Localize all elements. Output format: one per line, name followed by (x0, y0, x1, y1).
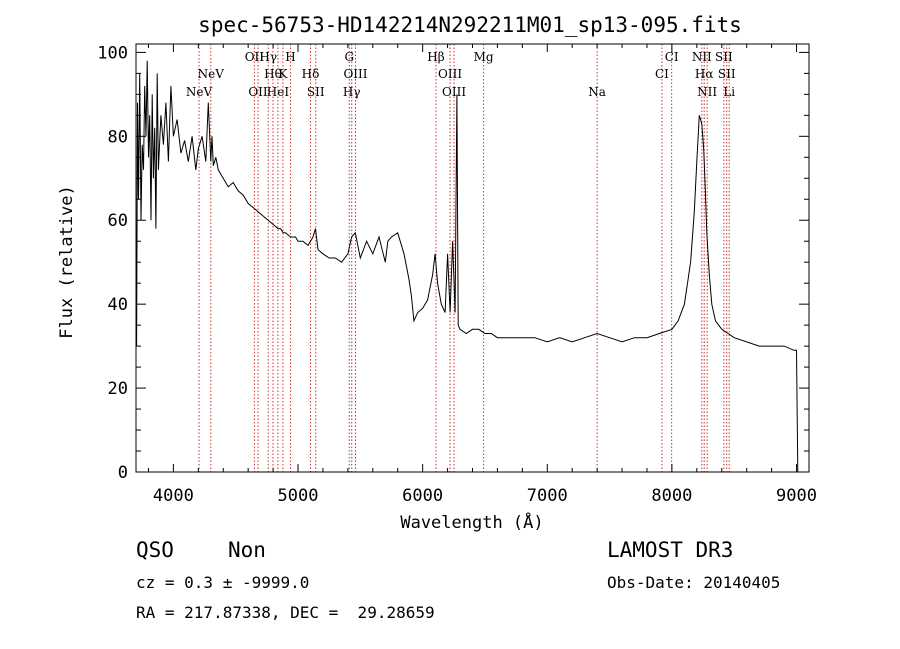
line-marker-label: NII (697, 85, 717, 99)
survey-name: LAMOST DR3 (607, 538, 734, 562)
x-tick-label: 7000 (527, 486, 568, 506)
line-marker-label: NeV (198, 67, 225, 81)
redshift-readout: cz = 0.3 ± -9999.0 (136, 573, 310, 592)
y-tick-label: 0 (118, 463, 128, 483)
line-marker-label: OII (248, 85, 268, 99)
line-marker-label: OII (245, 50, 265, 64)
y-tick-label: 20 (108, 379, 128, 399)
line-marker-label: NII (692, 50, 712, 64)
line-marker-label: Na (588, 85, 606, 99)
line-marker-label: Hθ (264, 67, 282, 81)
y-tick-label: 100 (97, 43, 128, 63)
x-tick-label: 9000 (776, 486, 817, 506)
line-marker-label: OIII (438, 67, 462, 81)
line-marker-label: SII (718, 67, 736, 81)
line-marker-label: SII (307, 85, 325, 99)
y-tick-label: 80 (108, 127, 128, 147)
x-axis-ticks: 4000 5000 6000 7000 8000 9000 (147, 44, 817, 506)
line-marker-label: Mg (474, 50, 494, 64)
chart-title: spec-56753-HD142214N292211M01_sp13-095.f… (198, 13, 742, 37)
x-tick-label: 5000 (278, 486, 319, 506)
line-marker-label: CI (665, 50, 679, 64)
line-marker-label: Li (723, 85, 735, 99)
coordinates-readout: RA = 217.87338, DEC = 29.28659 (136, 603, 435, 622)
line-marker-label: HeI (267, 85, 290, 99)
y-axis-ticks: 0 20 40 60 80 100 (97, 43, 809, 483)
line-marker-labels: NeVNeVOIIOIIHγHθHeIKHHδSIIGOIIIHγHβOIIIO… (186, 50, 736, 99)
line-marker-label: G (344, 50, 354, 64)
object-class: QSO (136, 538, 174, 562)
line-marker-label: Hβ (427, 50, 444, 64)
x-tick-label: 8000 (651, 486, 692, 506)
line-marker-label: H (285, 50, 295, 64)
line-markers (198, 44, 730, 472)
line-marker-label: OIII (343, 67, 367, 81)
line-marker-label: OIII (442, 85, 466, 99)
y-tick-label: 40 (108, 295, 128, 315)
y-axis-label: Flux (relative) (57, 185, 77, 339)
observation-date: Obs-Date: 20140405 (607, 573, 781, 592)
x-tick-label: 6000 (402, 486, 443, 506)
line-marker-label: CI (655, 67, 669, 81)
line-marker-label: Hγ (259, 50, 277, 64)
y-tick-label: 60 (108, 211, 128, 231)
line-marker-label: K (278, 67, 288, 81)
line-marker-label: SII (715, 50, 733, 64)
spectrum-line (136, 60, 799, 473)
line-marker-label: Hγ (343, 85, 361, 99)
line-marker-label: Hδ (302, 67, 320, 81)
line-marker-label: NeV (186, 85, 213, 99)
line-marker-label: Hα (695, 67, 714, 81)
object-subclass: Non (228, 538, 266, 562)
x-axis-label: Wavelength (Å) (400, 511, 543, 533)
x-tick-label: 4000 (153, 486, 194, 506)
